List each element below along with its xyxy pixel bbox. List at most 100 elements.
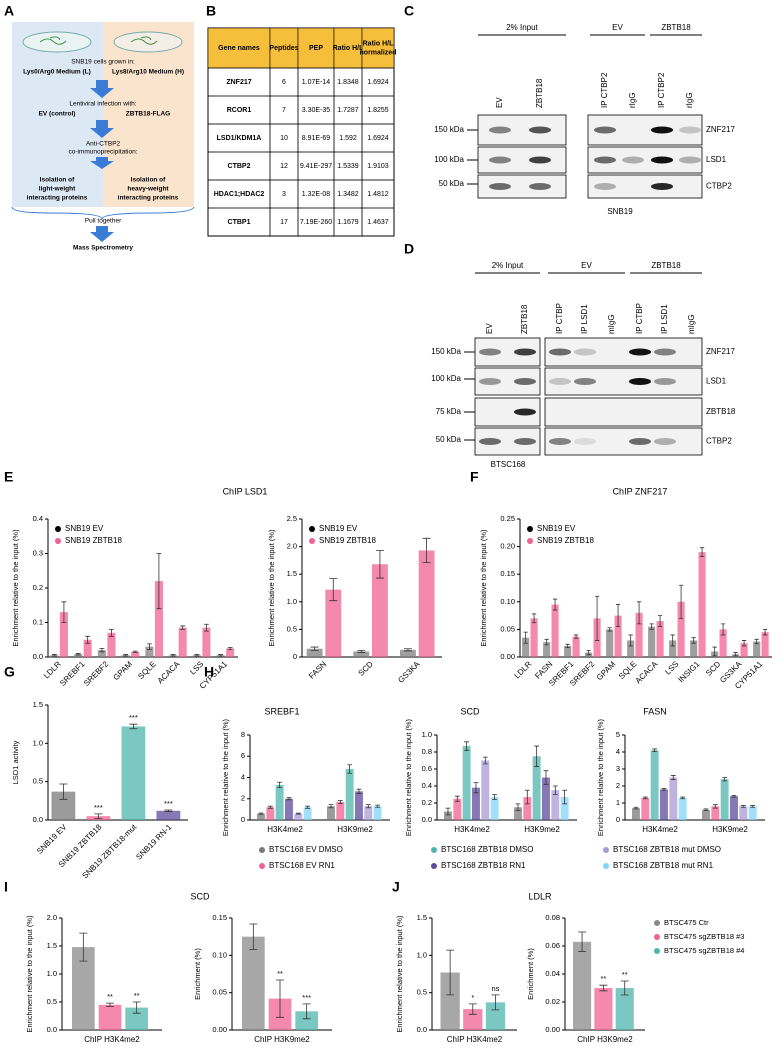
error-bar (454, 795, 460, 802)
cell-text: 1.3482 (337, 191, 359, 198)
marker-label: 150 kDa (431, 347, 461, 356)
cell-text: CTBP1 (228, 219, 251, 226)
x-tick-label: SQLE (136, 660, 157, 681)
blot-strip (544, 427, 703, 456)
heavy-background (103, 22, 194, 207)
error-bar (670, 775, 676, 780)
band (479, 438, 501, 445)
lane-label: IP CTBP2 (657, 72, 666, 108)
legend-marker (259, 847, 265, 853)
band (479, 378, 501, 385)
diagram-text: Lentiviral infection with: (69, 101, 136, 108)
error-bar (607, 627, 612, 632)
error-bar (337, 799, 343, 804)
legend-label: BTSC168 ZBTB18 mut DMSO (613, 845, 721, 854)
error-bar (670, 634, 675, 647)
band (574, 438, 596, 445)
y-tick-label: 0.05 (500, 624, 515, 633)
y-tick-label: 3 (616, 764, 620, 773)
cell-line-label: BTSC168 (491, 460, 526, 469)
error-bar (277, 781, 283, 788)
band (479, 348, 501, 356)
bar (748, 806, 757, 820)
error-bar (633, 806, 639, 810)
chart-title: ChIP ZNF217 (613, 486, 668, 496)
protein-label: ZNF217 (706, 347, 735, 356)
bar (364, 806, 373, 820)
y-tick-label: 1.0 (33, 738, 43, 747)
panel-letter: H (204, 664, 214, 680)
y-tick-label: 2 (616, 781, 620, 790)
band (549, 378, 571, 385)
significance-label: ns (492, 984, 500, 993)
band (489, 156, 511, 164)
marker-label: 100 kDa (434, 155, 464, 164)
bar (730, 796, 738, 820)
legend-label: BTSC168 EV DMSO (269, 845, 343, 854)
dish (113, 31, 183, 53)
bar (542, 777, 550, 820)
significance-label: *** (94, 803, 103, 812)
bar (532, 756, 541, 820)
error-bar (636, 601, 642, 625)
cells (39, 36, 67, 45)
blot-strip (587, 174, 703, 199)
legend-marker (654, 934, 660, 940)
bar (560, 797, 569, 820)
bar (641, 797, 650, 820)
bar (295, 1011, 318, 1030)
legend-marker (259, 863, 265, 869)
bar (669, 640, 677, 657)
error-bar (445, 807, 451, 816)
x-tick-label: LSS (188, 660, 205, 677)
error-bar (468, 1003, 477, 1015)
diagram-text: Anti-CTBP2 (86, 141, 121, 148)
error-bar (754, 638, 759, 645)
band (654, 438, 676, 445)
header-text: Gene names (218, 45, 260, 52)
legend-marker (654, 920, 660, 926)
y-tick-label: 0.05 (212, 988, 227, 997)
bar (606, 629, 614, 657)
cell-text: 3.30E-35 (302, 107, 331, 114)
band (679, 156, 701, 164)
error-bar (552, 785, 558, 795)
bar (702, 809, 710, 820)
band (594, 126, 616, 134)
x-tick-label: GPAM (111, 659, 134, 682)
error-bar (750, 805, 756, 808)
y-axis-label: Enrichment relative to the input (%) (404, 718, 413, 836)
error-bar (94, 813, 103, 819)
bar (490, 797, 499, 820)
diagram-text: Lys0/Arg0 Medium (L) (23, 69, 91, 76)
error-bar (544, 638, 549, 646)
error-bar (720, 623, 726, 636)
legend-label: BTSC475 sgZBTB18 #3 (664, 932, 744, 941)
diagram: SNB19 cells grown in: Lys0/Arg0 Medium (… (11, 22, 195, 252)
y-tick-label: 0.15 (500, 569, 515, 578)
diagram-text: SNB19 cells grown in: (71, 59, 135, 66)
bar (711, 806, 720, 820)
panel-letter: F (470, 469, 479, 485)
bar (720, 779, 729, 820)
error-bar (578, 931, 587, 952)
bar (327, 806, 335, 820)
y-tick-label: 0.4 (33, 514, 43, 523)
error-bar (482, 756, 488, 765)
bar (551, 604, 559, 657)
legend-marker (309, 526, 315, 532)
dish (22, 31, 92, 53)
y-tick-label: 0.10 (500, 597, 515, 606)
y-tick-label: 4 (616, 747, 620, 756)
bar (145, 646, 154, 657)
cell-text: 17 (280, 219, 288, 226)
bar (285, 798, 293, 820)
error-bar (524, 789, 530, 805)
legend-label: BTSC168 ZBTB18 DMSO (441, 845, 533, 854)
bar (530, 618, 538, 657)
legend-label: BTSC475 Ctr (664, 918, 709, 927)
bar (418, 550, 435, 657)
panel-letter: D (404, 241, 414, 257)
diagram-text: co-immunoprecipitation: (68, 149, 137, 156)
x-tick-label: SNB19 RN-1 (134, 822, 173, 861)
